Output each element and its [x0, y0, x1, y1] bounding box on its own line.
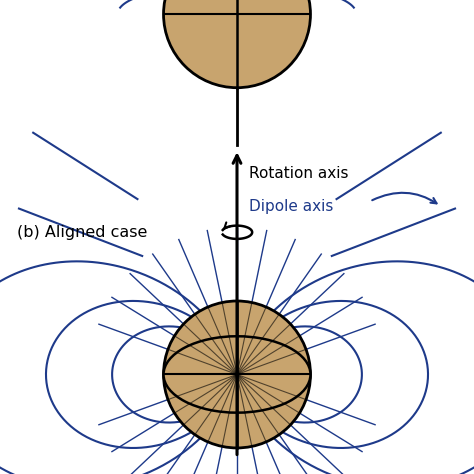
Text: (b) Aligned case: (b) Aligned case: [17, 225, 147, 240]
Text: Rotation axis: Rotation axis: [249, 165, 348, 181]
Circle shape: [164, 301, 310, 448]
Text: Dipole axis: Dipole axis: [249, 199, 333, 214]
Circle shape: [164, 0, 310, 88]
Ellipse shape: [164, 336, 310, 413]
